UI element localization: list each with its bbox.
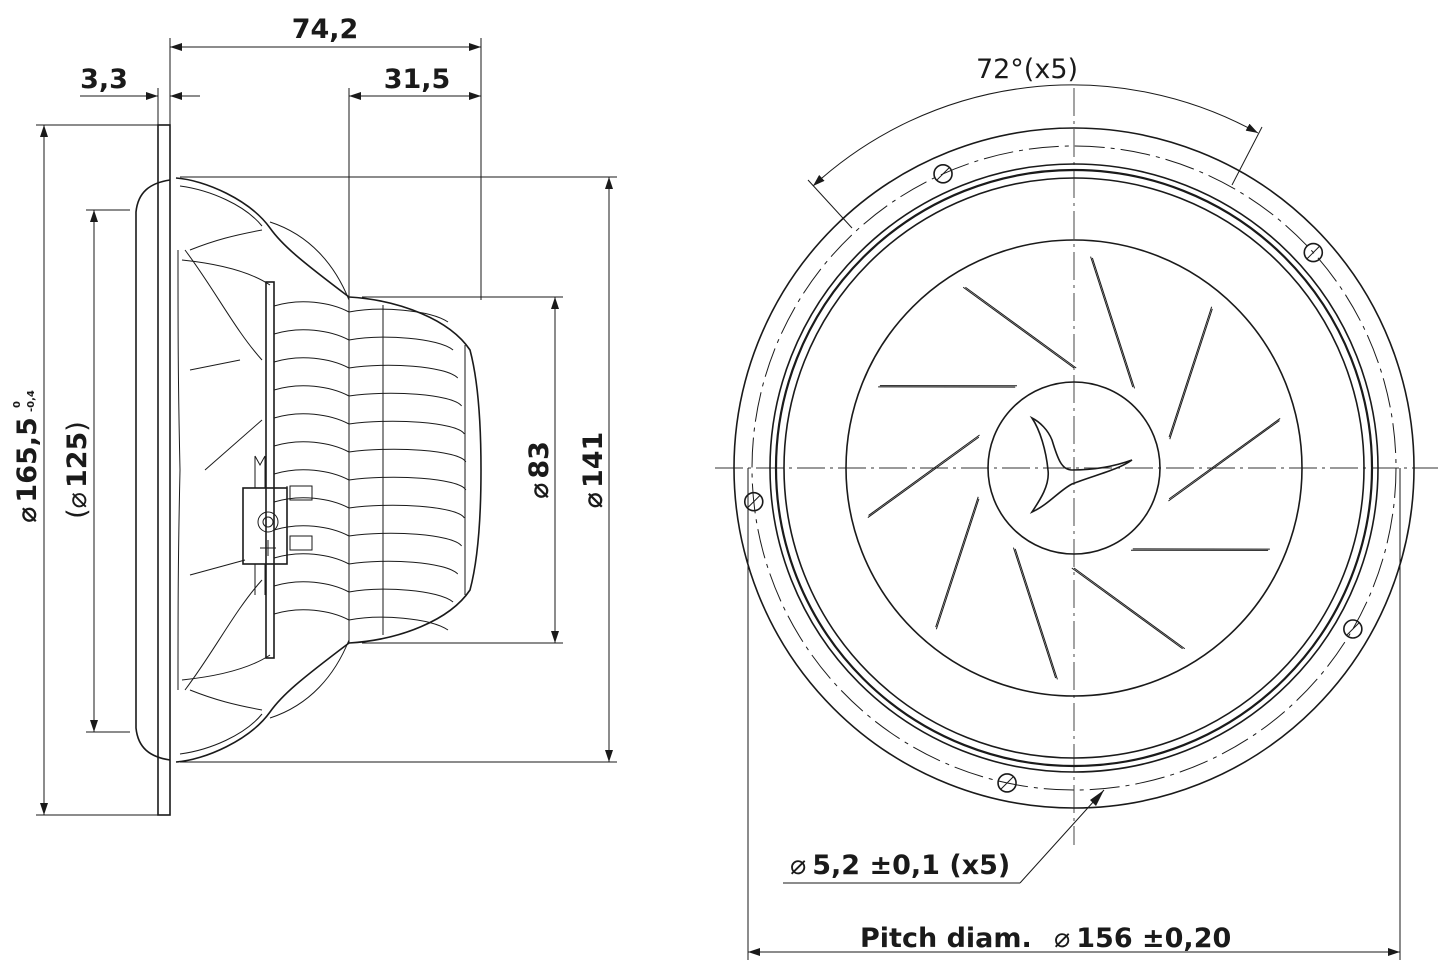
- magnet-fin: [274, 330, 349, 340]
- cone-rib: [1170, 309, 1213, 439]
- dimension-hole-angle: 72°(x5): [808, 54, 1262, 228]
- mounting-hole: [998, 774, 1016, 792]
- mounting-holes: [745, 165, 1362, 792]
- dimension-magnet-diameter: ⌀ 83: [362, 297, 563, 643]
- cone-rib: [1168, 421, 1279, 501]
- cone-rib: [1015, 549, 1057, 679]
- magnet-fin: [349, 449, 466, 462]
- magnet-fin: [349, 617, 448, 630]
- basket-diameter-label: 141: [578, 432, 609, 488]
- dimension-hole-spec: ⌀5,2 ±0,1 (x5): [783, 790, 1104, 883]
- svg-text:⌀156 ±0,20: ⌀156 ±0,20: [1054, 923, 1231, 954]
- magnet-fin: [274, 470, 349, 480]
- magnet-diameter-symbol: ⌀: [524, 483, 555, 499]
- cone-rib: [1169, 307, 1212, 437]
- baffle-cutout-label: 125: [62, 432, 93, 488]
- dimension-baffle-cutout: (⌀125): [62, 210, 130, 732]
- magnet-fin: [349, 337, 453, 350]
- magnet-depth-label: 31,5: [384, 64, 451, 95]
- baffle-cutout-symbol: ⌀: [62, 492, 93, 508]
- magnet-fin: [274, 582, 349, 592]
- magnet-fin: [274, 302, 349, 312]
- magnet-fin: [349, 561, 458, 574]
- side-view: 74,2 3,3 31,5 ⌀ 165,5 0 -0,4: [12, 14, 617, 815]
- hole-spec-symbol: ⌀: [790, 850, 806, 881]
- dimension-flange-thickness: 3,3: [80, 64, 200, 125]
- pitch-diameter-label: Pitch diam.: [860, 923, 1032, 954]
- cone-rib: [1074, 568, 1185, 649]
- cone-rib: [936, 497, 979, 627]
- magnet-fin: [349, 589, 453, 602]
- magnet-fin: [274, 414, 349, 424]
- mounting-hole: [1344, 620, 1362, 638]
- magnet-fin: [274, 442, 349, 452]
- svg-text:⌀5,2 ±0,1 (x5): ⌀5,2 ±0,1 (x5): [790, 850, 1010, 881]
- svg-text:⌀165,5: ⌀ 165,5: [12, 417, 43, 523]
- mounting-hole: [745, 493, 763, 511]
- speaker-side-profile: [136, 125, 481, 815]
- mounting-hole: [934, 165, 952, 183]
- outer-diameter-symbol: ⌀: [12, 507, 43, 523]
- cone-rib: [936, 499, 979, 629]
- magnet-fins: [274, 302, 466, 635]
- hole-angle-label: 72°(x5): [976, 54, 1078, 85]
- outer-diameter-label: 165,5: [12, 417, 43, 502]
- hole-spec-label: 5,2 ±0,1 (x5): [812, 850, 1010, 881]
- magnet-fin: [274, 386, 349, 396]
- cone-rib: [965, 287, 1076, 368]
- svg-text:(⌀125): (⌀125): [62, 421, 93, 519]
- cone-rib: [963, 287, 1074, 368]
- flange-thickness-label: 3,3: [80, 64, 128, 95]
- dimension-magnet-depth: 31,5: [349, 64, 481, 300]
- cone-rib: [869, 435, 980, 515]
- dimension-overall-depth: 74,2: [170, 14, 481, 300]
- magnet-fin: [349, 505, 464, 518]
- pitch-diameter-symbol: ⌀: [1054, 923, 1070, 954]
- brand-logo-icon: [1032, 418, 1132, 512]
- magnet-fin: [349, 421, 464, 434]
- magnet-fin: [349, 309, 448, 322]
- magnet-fin: [274, 526, 349, 536]
- magnet-fin: [274, 610, 349, 620]
- overall-depth-label: 74,2: [292, 14, 359, 45]
- cone-rib: [1072, 568, 1183, 649]
- pitch-diameter-value: 156 ±0,20: [1076, 923, 1231, 954]
- svg-text:⌀141: ⌀ 141: [578, 432, 609, 509]
- magnet-fin: [349, 393, 462, 406]
- magnet-fin: [349, 533, 462, 546]
- magnet-fin: [349, 477, 466, 490]
- magnet-diameter-label: 83: [524, 441, 555, 479]
- magnet-fin: [349, 365, 458, 378]
- cone-rib: [1169, 418, 1280, 498]
- front-view: 72°(x5) ⌀5,2 ±0,1 (x5) Pitch diam. ⌀156 …: [715, 54, 1438, 960]
- svg-text:⌀83: ⌀ 83: [524, 441, 555, 499]
- outer-diameter-tol-lower: -0,4: [26, 390, 37, 412]
- magnet-fin: [274, 358, 349, 368]
- cone-rib: [868, 437, 979, 517]
- outer-diameter-tol-upper: 0: [12, 401, 23, 408]
- cone-rib: [1092, 258, 1134, 388]
- cone-rib: [1091, 257, 1133, 387]
- magnet-fin: [274, 554, 349, 564]
- cone-rib: [1013, 548, 1055, 678]
- basket-diameter-symbol: ⌀: [578, 492, 609, 508]
- mounting-hole: [1304, 244, 1322, 262]
